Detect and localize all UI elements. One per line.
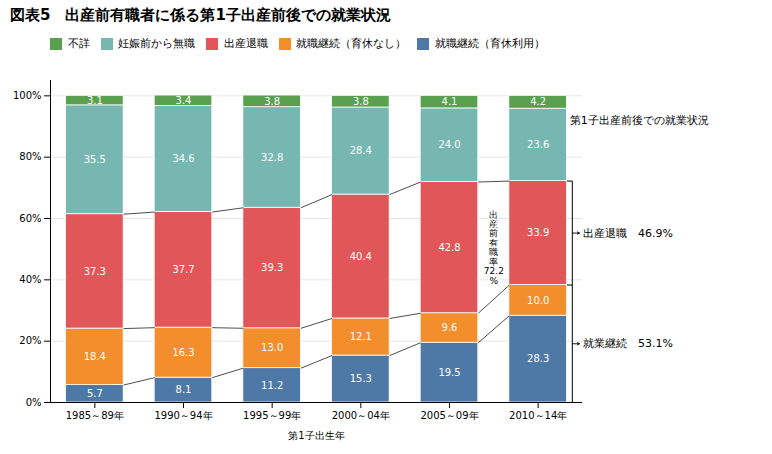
svg-text:40.4: 40.4 bbox=[350, 250, 372, 261]
svg-text:19.5: 19.5 bbox=[438, 366, 460, 377]
svg-text:3.1: 3.1 bbox=[87, 94, 103, 105]
svg-text:8.1: 8.1 bbox=[176, 384, 192, 395]
svg-text:35.5: 35.5 bbox=[84, 153, 106, 164]
svg-text:5.7: 5.7 bbox=[87, 387, 103, 398]
svg-text:15.3: 15.3 bbox=[350, 373, 372, 384]
svg-text:1985～89年: 1985～89年 bbox=[66, 409, 124, 420]
svg-text:28.3: 28.3 bbox=[527, 353, 549, 364]
svg-text:37.3: 37.3 bbox=[84, 265, 106, 276]
html-text:就職継続（育休なし）: 就職継続（育休なし） bbox=[296, 37, 406, 50]
svg-text:16.3: 16.3 bbox=[172, 346, 194, 357]
svg-text:第1子出生年: 第1子出生年 bbox=[288, 429, 344, 440]
svg-text:3.8: 3.8 bbox=[264, 95, 280, 106]
svg-text:4.2: 4.2 bbox=[530, 96, 546, 107]
svg-text:42.8: 42.8 bbox=[438, 241, 460, 252]
svg-text:2010～14年: 2010～14年 bbox=[509, 409, 567, 420]
svg-text:60%: 60% bbox=[19, 212, 41, 223]
svg-text:23.6: 23.6 bbox=[527, 139, 549, 150]
svg-text:32.8: 32.8 bbox=[261, 151, 283, 162]
svg-text:就業継続 53.1%: 就業継続 53.1% bbox=[583, 337, 673, 350]
svg-text:2000～04年: 2000～04年 bbox=[332, 409, 390, 420]
svg-text:24.0: 24.0 bbox=[438, 139, 460, 150]
svg-text:1995～99年: 1995～99年 bbox=[243, 409, 301, 420]
svg-text:33.9: 33.9 bbox=[527, 227, 549, 238]
svg-text:100%: 100% bbox=[13, 90, 42, 101]
html-text:出産退職: 出産退職 bbox=[223, 37, 268, 50]
html-text:妊娠前から無職: 妊娠前から無職 bbox=[118, 37, 195, 50]
svg-text:13.0: 13.0 bbox=[261, 342, 283, 353]
html-text:図表5 出産前有職者に係る第1子出産前後での就業状況: 図表5 出産前有職者に係る第1子出産前後での就業状況 bbox=[10, 6, 391, 24]
svg-text:2005～09年: 2005～09年 bbox=[420, 409, 478, 420]
svg-text:39.3: 39.3 bbox=[261, 262, 283, 273]
svg-text:40%: 40% bbox=[19, 274, 41, 285]
svg-text:80%: 80% bbox=[19, 151, 41, 162]
svg-text:20%: 20% bbox=[19, 335, 41, 346]
html-text:就職継続（育休利用）: 就職継続（育休利用） bbox=[434, 37, 545, 50]
svg-text:0%: 0% bbox=[26, 396, 42, 407]
svg-text:12.1: 12.1 bbox=[350, 331, 372, 342]
svg-text:3.4: 3.4 bbox=[176, 94, 192, 105]
svg-text:1990～94年: 1990～94年 bbox=[154, 409, 212, 420]
svg-text:出産退職 46.9%: 出産退職 46.9% bbox=[583, 226, 673, 239]
svg-text:第1子出産前後での就業状況: 第1子出産前後での就業状況 bbox=[570, 113, 709, 126]
svg-text:28.4: 28.4 bbox=[350, 145, 372, 156]
svg-text:11.2: 11.2 bbox=[261, 379, 283, 390]
html-text:不詳: 不詳 bbox=[67, 37, 90, 50]
svg-text:4.1: 4.1 bbox=[442, 96, 458, 107]
svg-text:18.4: 18.4 bbox=[84, 351, 106, 362]
svg-text:3.8: 3.8 bbox=[353, 95, 369, 106]
svg-text:37.7: 37.7 bbox=[172, 264, 194, 275]
svg-text:10.0: 10.0 bbox=[527, 294, 549, 305]
svg-text:9.6: 9.6 bbox=[442, 322, 458, 333]
svg-text:出産前有職率72.2%: 出産前有職率72.2% bbox=[484, 209, 504, 285]
svg-text:34.6: 34.6 bbox=[172, 153, 194, 164]
